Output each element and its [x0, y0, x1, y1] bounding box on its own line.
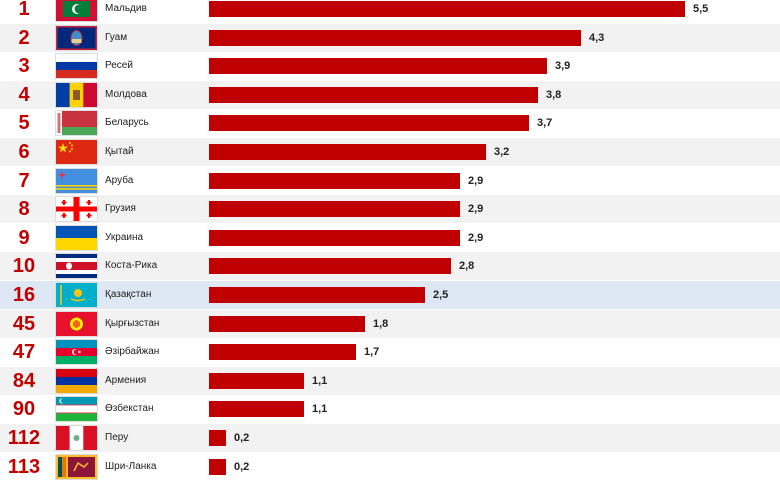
rank-label: 1: [18, 0, 30, 20]
bar: [209, 287, 425, 303]
bar: [209, 258, 451, 275]
maldives-flag-icon: [56, 0, 97, 21]
bar: [209, 458, 226, 475]
category-label: Армения: [105, 374, 147, 386]
data-label: 1,1: [312, 403, 328, 416]
ukraine-flag-icon: [56, 225, 97, 250]
rank-label: 8: [18, 198, 30, 221]
rank-label: 16: [12, 284, 36, 306]
bar: [209, 229, 460, 246]
bar: [209, 86, 538, 103]
rank-label: 3: [18, 55, 30, 78]
rank-label: 112: [7, 427, 41, 449]
rank-label: 5: [18, 112, 30, 135]
category-label: Шри-Ланка: [105, 460, 157, 472]
data-label: 2,9: [468, 231, 484, 244]
category-label: Молдова: [105, 88, 147, 100]
rank-label: 45: [12, 312, 36, 335]
peru-flag-icon: [56, 426, 97, 450]
rank-label: 113: [7, 455, 41, 478]
belarus-flag-icon: [56, 111, 97, 136]
guam-flag-icon: [56, 25, 97, 50]
data-label: 3,9: [555, 60, 571, 73]
category-label: Өзбекстан: [105, 403, 154, 415]
table-row: [0, 366, 780, 395]
china-flag-icon: [56, 140, 97, 164]
aruba-flag-icon: [56, 168, 97, 193]
category-label: Беларусь: [105, 117, 149, 129]
data-label: 2,9: [468, 174, 484, 187]
data-label: 1,8: [373, 317, 389, 330]
data-label: 5,5: [693, 3, 709, 15]
bar: [209, 58, 547, 75]
bar: [209, 29, 581, 46]
data-label: 3,8: [546, 88, 562, 101]
bar: [209, 144, 486, 160]
category-label: Грузия: [105, 203, 136, 215]
category-label: Ресей: [105, 60, 133, 72]
rank-label: 47: [12, 341, 36, 364]
bar: [209, 430, 226, 446]
rank-label: 4: [18, 83, 30, 106]
category-label: Украина: [105, 231, 144, 243]
table-row: [0, 424, 780, 452]
table-row: [0, 309, 780, 338]
category-label: Аруба: [105, 174, 134, 186]
sri-lanka-flag-icon: [56, 454, 97, 479]
data-label: 3,7: [537, 117, 553, 130]
russia-flag-icon: [56, 54, 97, 79]
data-label: 1,1: [312, 374, 328, 387]
kazakhstan-flag-icon: [56, 283, 97, 307]
category-label: Коста-Рика: [105, 260, 158, 272]
azerbaijan-flag-icon: [56, 340, 97, 365]
uzbekistan-flag-icon: [56, 397, 97, 422]
data-label: 0,2: [234, 460, 250, 473]
bar: [209, 315, 365, 332]
rank-label: 84: [12, 369, 36, 392]
kyrgyzstan-flag-icon: [56, 311, 97, 336]
rank-label: 6: [18, 141, 30, 163]
armenia-flag-icon: [56, 368, 97, 393]
rank-label: 2: [18, 26, 30, 49]
bar: [209, 372, 304, 389]
data-label: 4,3: [589, 31, 605, 44]
costa-rica-flag-icon: [56, 254, 97, 279]
bar: [209, 172, 460, 189]
bar: [209, 201, 460, 218]
bar: [209, 1, 685, 17]
rank-label: 90: [12, 398, 36, 421]
bar: [209, 115, 529, 132]
rank-label: 9: [18, 226, 30, 249]
rank-label: 7: [18, 169, 30, 192]
data-label: 2,5: [433, 289, 449, 301]
category-label: Гуам: [105, 31, 128, 43]
category-label: Мальдив: [105, 3, 147, 14]
category-label: Әзірбайжан: [105, 346, 160, 358]
data-label: 2,9: [468, 203, 484, 216]
category-label: Қырғызстан: [105, 317, 160, 329]
georgia-flag-icon: [56, 197, 97, 222]
bar: [209, 344, 356, 361]
category-label: Қытай: [105, 146, 134, 157]
bar: [209, 401, 304, 418]
data-label: 0,2: [234, 432, 250, 444]
data-label: 3,2: [494, 146, 510, 158]
category-label: Қазақстан: [105, 289, 152, 300]
moldova-flag-icon: [56, 82, 97, 107]
data-label: 1,7: [364, 346, 380, 359]
data-label: 2,8: [459, 260, 475, 273]
category-label: Перу: [105, 432, 129, 443]
rank-label: 10: [12, 255, 36, 278]
